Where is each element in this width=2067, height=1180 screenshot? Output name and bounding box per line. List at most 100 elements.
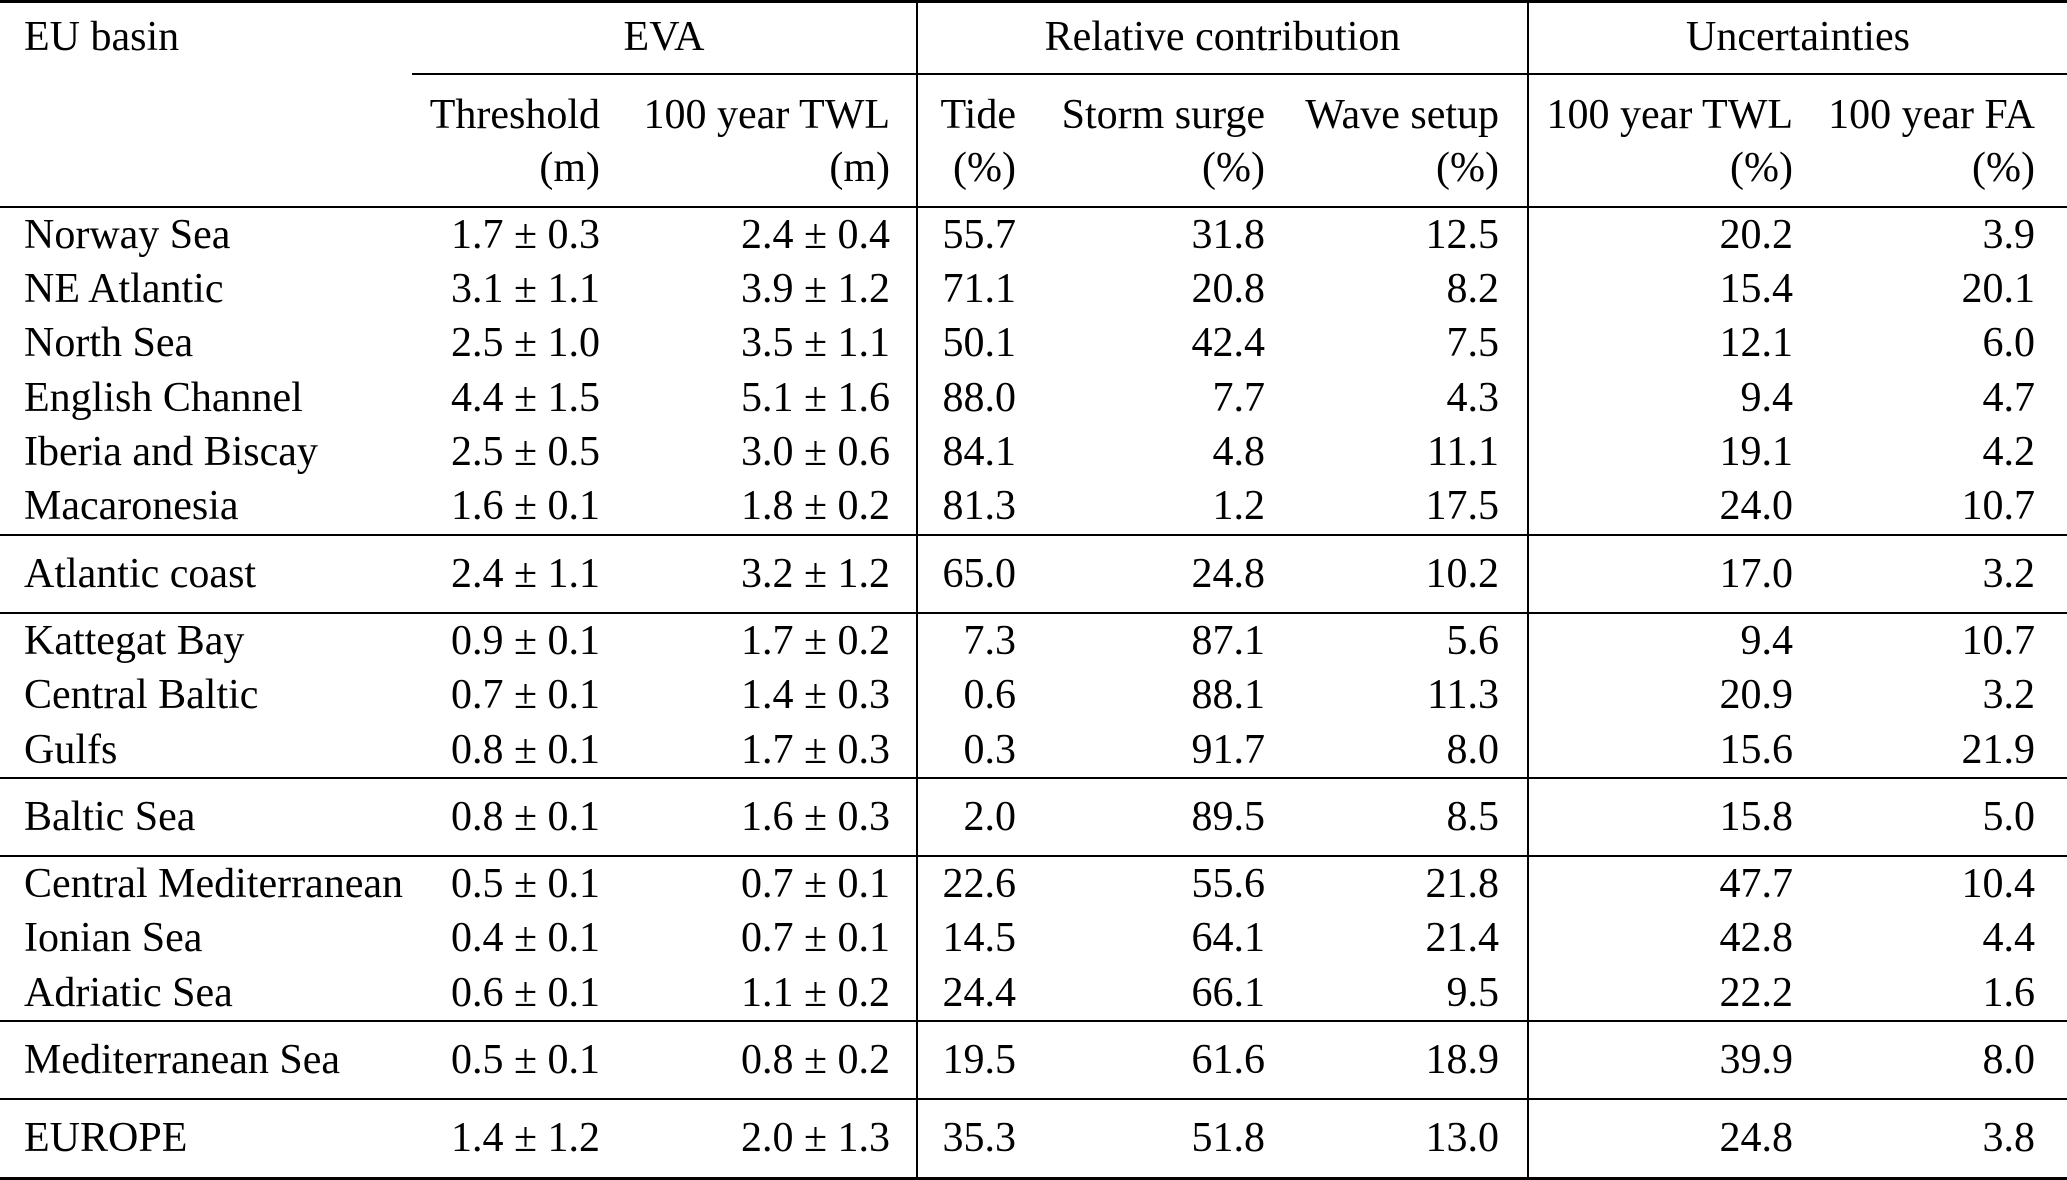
value-cell: 2.5 ± 1.0 — [450, 320, 600, 367]
value-cell: 17.5 — [1425, 483, 1500, 530]
value-cell: 71.1 — [916, 262, 1028, 317]
table-row: Central Baltic 0.7 ± 0.1 1.4 ± 0.3 0.6 88.1 1… — [0, 668, 2067, 723]
value-cell: 3.2 ± 1.2 — [740, 550, 890, 597]
col-header-tide: Tide — [916, 74, 1028, 142]
value-cell: 87.1 — [1191, 617, 1266, 664]
value-cell: 4.8 — [1212, 429, 1266, 476]
value-cell: 20.2 — [1527, 206, 1800, 263]
basin-name-cell: EUROPE — [24, 1115, 188, 1162]
unit-100yr-twl-pct: (%) — [1527, 141, 1800, 207]
basin-name-cell: Gulfs — [24, 726, 118, 773]
value-cell: 9.5 — [1446, 969, 1500, 1016]
value-cell: 88.0 — [916, 370, 1028, 426]
value-cell: 81.3 — [916, 479, 1028, 535]
value-cell: 18.9 — [1425, 1037, 1500, 1084]
value-cell: 0.6 — [916, 668, 1028, 723]
unit-threshold: (m) — [539, 144, 600, 191]
basin-name-cell: NE Atlantic — [24, 266, 224, 313]
value-cell: 1.7 ± 0.3 — [450, 211, 600, 258]
basin-name-cell: English Channel — [24, 374, 303, 421]
col-header-100yr-twl: 100 year TWL — [643, 92, 890, 139]
value-cell: 5.1 ± 1.6 — [740, 374, 890, 421]
value-cell: 55.6 — [1191, 861, 1266, 908]
value-cell: 61.6 — [1191, 1037, 1266, 1084]
value-cell: 11.3 — [1427, 672, 1499, 719]
value-cell: 51.8 — [1191, 1115, 1266, 1162]
value-cell: 12.1 — [1527, 316, 1800, 371]
value-cell: 64.1 — [1191, 915, 1266, 962]
value-cell: 15.8 — [1527, 777, 1800, 857]
table-row: Mediterranean Sea 0.5 ± 0.1 0.8 ± 0.2 19.5 6… — [0, 1021, 2067, 1100]
value-cell: 1.6 ± 0.1 — [450, 483, 600, 530]
value-cell: 0.6 ± 0.1 — [450, 969, 600, 1016]
group-header-relative-contribution: Relative contribution — [916, 1, 1528, 76]
value-cell: 6.0 — [1982, 320, 2036, 367]
value-cell: 24.8 — [1527, 1099, 1800, 1179]
table-row: Adriatic Sea 0.6 ± 0.1 1.1 ± 0.2 24.4 66.1 9.… — [0, 965, 2067, 1022]
unit-100yr-twl: (m) — [829, 144, 890, 191]
value-cell: 50.1 — [916, 316, 1028, 371]
value-cell: 21.9 — [1961, 726, 2036, 773]
basin-name-cell: Central Mediterranean — [24, 861, 403, 908]
value-cell: 5.6 — [1446, 617, 1500, 664]
value-cell: 8.0 — [1982, 1037, 2036, 1084]
value-cell: 8.5 — [1446, 793, 1500, 840]
basin-name-cell: Baltic Sea — [24, 793, 196, 840]
basin-name-cell: Ionian Sea — [24, 915, 203, 962]
value-cell: 17.0 — [1527, 534, 1800, 613]
value-cell: 0.5 ± 0.1 — [450, 861, 600, 908]
value-cell: 42.4 — [1191, 320, 1266, 367]
table-row: Ionian Sea 0.4 ± 0.1 0.7 ± 0.1 14.5 64.1 21.4… — [0, 911, 2067, 966]
value-cell: 35.3 — [916, 1099, 1028, 1179]
column-name-row: Threshold 100 year TWL Tide Storm surge … — [0, 74, 2067, 142]
table-row: Gulfs 0.8 ± 0.1 1.7 ± 0.3 0.3 91.7 8.0 15.6 21.… — [0, 722, 2067, 778]
group-header-row: EU basin EVA Relative contribution Uncer… — [0, 1, 2067, 76]
value-cell: 24.4 — [916, 965, 1028, 1022]
unit-100yr-fa: (%) — [1972, 144, 2035, 191]
value-cell: 22.6 — [916, 856, 1028, 912]
col-header-100yr-twl-pct: 100 year TWL — [1527, 74, 1800, 142]
basin-group: Baltic Sea 0.8 ± 0.1 1.6 ± 0.3 2.0 89.5 8.5 15… — [0, 777, 2067, 857]
basin-name-cell: Kattegat Bay — [24, 617, 245, 664]
value-cell: 0.8 ± 0.1 — [450, 726, 600, 773]
value-cell: 1.7 ± 0.2 — [740, 617, 890, 664]
col-header-100yr-fa: 100 year FA — [1828, 92, 2035, 139]
value-cell: 3.8 — [1982, 1115, 2036, 1162]
value-cell: 2.5 ± 0.5 — [450, 429, 600, 476]
col-header-threshold: Threshold — [429, 92, 600, 139]
value-cell: 3.9 — [1982, 211, 2036, 258]
value-cell: 88.1 — [1191, 672, 1266, 719]
value-cell: 1.6 — [1982, 969, 2036, 1016]
value-cell: 66.1 — [1191, 969, 1266, 1016]
value-cell: 39.9 — [1527, 1021, 1800, 1100]
value-cell: 84.1 — [916, 425, 1028, 480]
basin-name-cell: Adriatic Sea — [24, 969, 233, 1016]
value-cell: 19.1 — [1527, 425, 1800, 480]
value-cell: 7.3 — [916, 612, 1028, 669]
unit-storm-surge: (%) — [1202, 144, 1265, 191]
value-cell: 21.4 — [1425, 915, 1500, 962]
basin-name-cell: North Sea — [24, 320, 194, 367]
value-cell: 42.8 — [1527, 911, 1800, 966]
table-row: Norway Sea 1.7 ± 0.3 2.4 ± 0.4 55.7 31.8 12.5… — [0, 206, 2067, 263]
group-header-uncertainties: Uncertainties — [1527, 1, 2067, 76]
value-cell: 14.5 — [916, 911, 1028, 966]
table-row: Iberia and Biscay 2.5 ± 0.5 3.0 ± 0.6 84.1 4… — [0, 425, 2067, 480]
table-row: EUROPE 1.4 ± 1.2 2.0 ± 1.3 35.3 51.8 13.0 24.8… — [0, 1099, 2067, 1179]
basin-group: Kattegat Bay 0.9 ± 0.1 1.7 ± 0.2 7.3 87.1 5.6… — [0, 612, 2067, 778]
basin-name-cell: Mediterranean Sea — [24, 1037, 341, 1084]
value-cell: 55.7 — [916, 206, 1028, 263]
value-cell: 1.1 ± 0.2 — [740, 969, 890, 1016]
value-cell: 0.8 ± 0.1 — [450, 793, 600, 840]
basin-group: Central Mediterranean 0.5 ± 0.1 0.7 ± 0.1 2… — [0, 856, 2067, 1022]
table-row: Kattegat Bay 0.9 ± 0.1 1.7 ± 0.2 7.3 87.1 5.6… — [0, 612, 2067, 669]
value-cell: 21.8 — [1425, 861, 1500, 908]
basin-name-cell: Iberia and Biscay — [24, 429, 318, 476]
value-cell: 0.5 ± 0.1 — [450, 1037, 600, 1084]
table-row: Atlantic coast 2.4 ± 1.1 3.2 ± 1.2 65.0 24.8… — [0, 534, 2067, 613]
basin-group: EUROPE 1.4 ± 1.2 2.0 ± 1.3 35.3 51.8 13.0 24.8… — [0, 1099, 2067, 1179]
value-cell: 4.3 — [1446, 374, 1500, 421]
value-cell: 0.3 — [916, 722, 1028, 778]
value-cell: 47.7 — [1527, 856, 1800, 912]
value-cell: 3.2 — [1982, 550, 2036, 597]
